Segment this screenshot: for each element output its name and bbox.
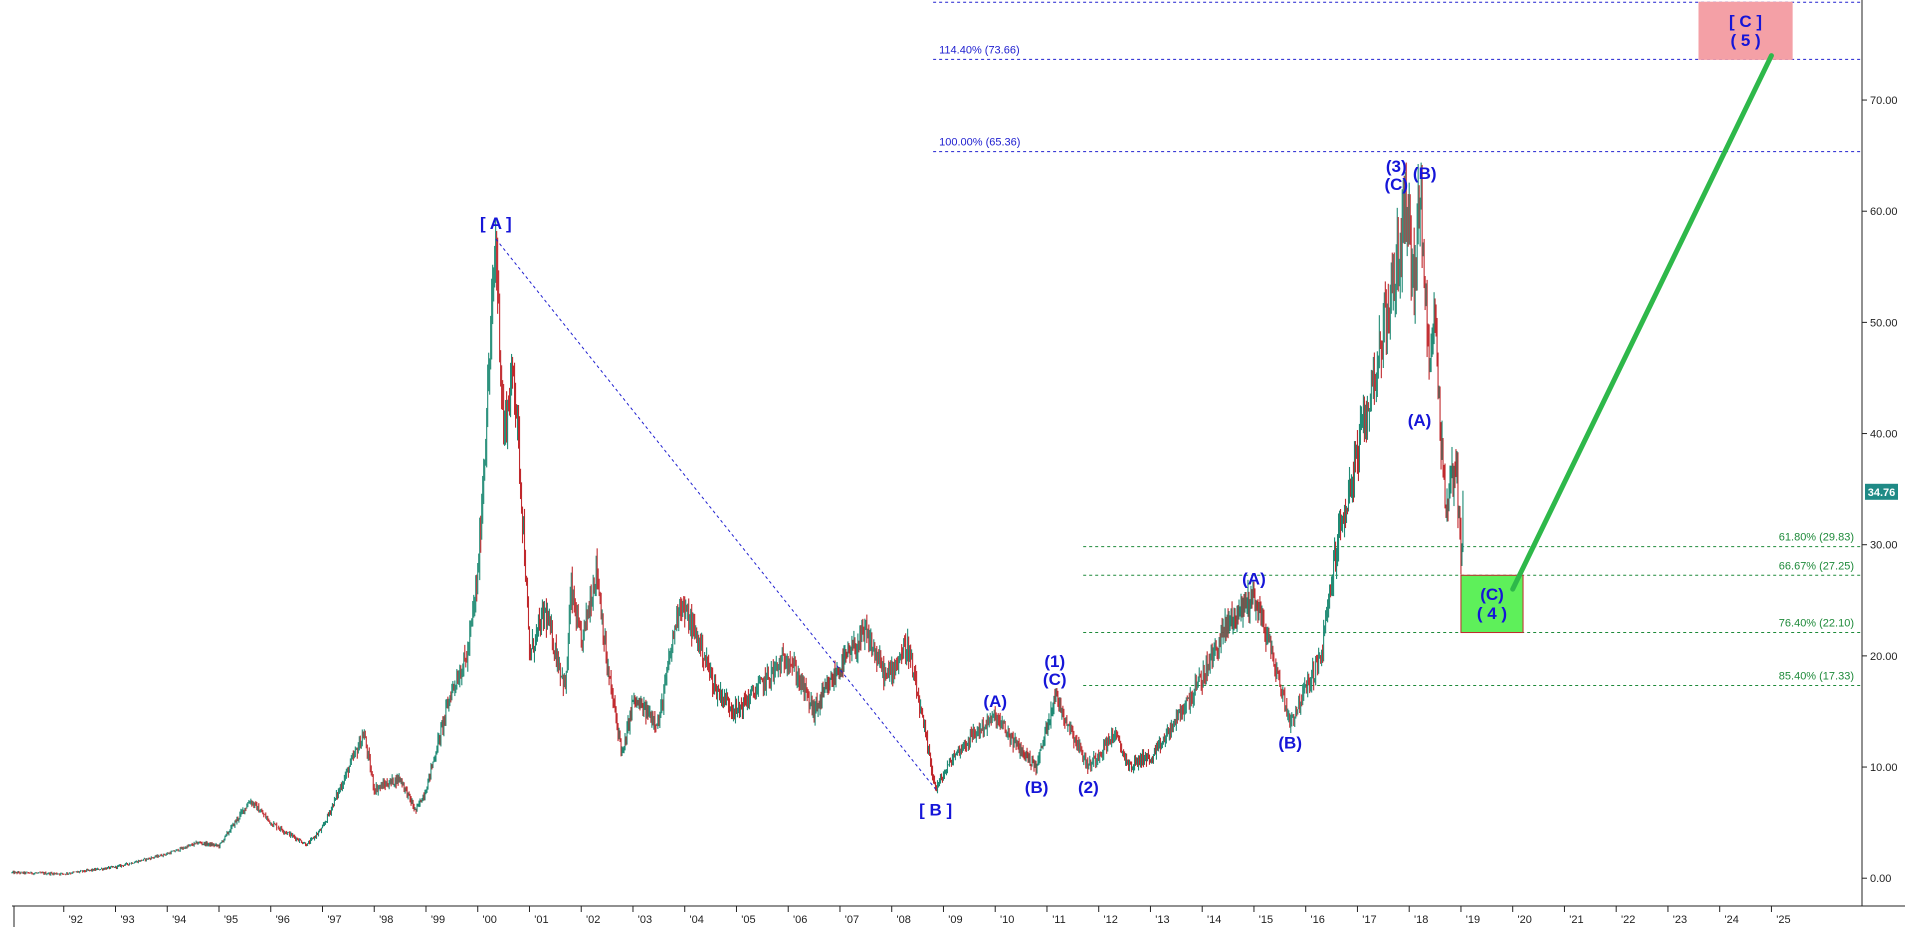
x-tick-label: '05 bbox=[741, 914, 755, 926]
wave-label: (1) bbox=[1044, 652, 1065, 671]
wave-label: (A) bbox=[983, 692, 1007, 711]
y-tick-label: 60.00 bbox=[1870, 206, 1898, 218]
x-tick-label: '21 bbox=[1569, 914, 1583, 926]
x-tick-label: '97 bbox=[327, 914, 341, 926]
fib-level-label: 76.40% (22.10) bbox=[1779, 618, 1854, 630]
x-tick-label: '02 bbox=[586, 914, 600, 926]
x-tick-label: '07 bbox=[845, 914, 859, 926]
target-box-label-top: [ C ] bbox=[1729, 12, 1762, 31]
x-tick-label: '20 bbox=[1518, 914, 1532, 926]
x-tick-label: '11 bbox=[1052, 914, 1066, 926]
x-tick-label: '15 bbox=[1259, 914, 1273, 926]
x-tick-label: '13 bbox=[1155, 914, 1169, 926]
x-tick-label: '23 bbox=[1673, 914, 1687, 926]
y-tick-label: 10.00 bbox=[1870, 762, 1898, 774]
target-box-label-bottom: ( 5 ) bbox=[1730, 31, 1760, 50]
wave-label: (B) bbox=[1413, 164, 1437, 183]
fib-level-label: 66.67% (27.25) bbox=[1779, 560, 1854, 572]
wave-label: (C) bbox=[1384, 175, 1408, 194]
last-price-badge bbox=[1865, 483, 1898, 500]
x-tick-label: '00 bbox=[483, 914, 497, 926]
x-tick-label: '06 bbox=[793, 914, 807, 926]
x-tick-label: '14 bbox=[1207, 914, 1221, 926]
wave-label: (C) bbox=[1043, 670, 1067, 689]
fib-level-label: 61.80% (29.83) bbox=[1779, 532, 1854, 544]
wave-label: [ A ] bbox=[480, 214, 512, 233]
wave-label: [ B ] bbox=[919, 800, 952, 819]
x-tick-label: '19 bbox=[1466, 914, 1480, 926]
x-tick-label: '22 bbox=[1621, 914, 1635, 926]
x-tick-label: '01 bbox=[534, 914, 548, 926]
wave-label: (A) bbox=[1408, 411, 1432, 430]
x-tick-label: '03 bbox=[638, 914, 652, 926]
y-tick-label: 20.00 bbox=[1870, 651, 1898, 663]
x-tick-label: '17 bbox=[1362, 914, 1376, 926]
projection-line bbox=[1510, 53, 1774, 592]
y-tick-label: 30.00 bbox=[1870, 540, 1898, 552]
x-tick-label: '04 bbox=[690, 914, 704, 926]
y-tick-label: 0.00 bbox=[1870, 873, 1891, 885]
x-tick-label: '93 bbox=[120, 914, 134, 926]
support-box-label-top: (C) bbox=[1480, 585, 1504, 604]
x-tick-label: '08 bbox=[897, 914, 911, 926]
ab-connector-line bbox=[495, 238, 937, 790]
x-tick-label: '96 bbox=[276, 914, 290, 926]
fib-level-label: 85.40% (17.33) bbox=[1779, 671, 1854, 683]
y-tick-label: 70.00 bbox=[1870, 95, 1898, 107]
x-tick-label: '09 bbox=[948, 914, 962, 926]
x-tick-label: '10 bbox=[1000, 914, 1014, 926]
x-tick-label: '99 bbox=[431, 914, 445, 926]
wave-label: (B) bbox=[1278, 734, 1302, 753]
x-tick-label: '94 bbox=[172, 914, 186, 926]
x-tick-label: '95 bbox=[224, 914, 238, 926]
fib-level-label: 100.00% (65.36) bbox=[939, 137, 1020, 149]
x-tick-label: '92 bbox=[69, 914, 83, 926]
wave-label: (B) bbox=[1025, 778, 1049, 797]
x-tick-label: '12 bbox=[1104, 914, 1118, 926]
target-box bbox=[1698, 1, 1793, 60]
y-tick-label: 50.00 bbox=[1870, 317, 1898, 329]
wave-label: (A) bbox=[1242, 570, 1266, 589]
y-tick-label: 40.00 bbox=[1870, 429, 1898, 441]
support-box-label-bottom: ( 4 ) bbox=[1477, 604, 1507, 623]
x-tick-label: '25 bbox=[1776, 914, 1790, 926]
wave-label: (2) bbox=[1078, 778, 1099, 797]
last-price-label: 34.76 bbox=[1868, 487, 1896, 499]
fib-level-label: 114.40% (73.66) bbox=[939, 44, 1020, 56]
wave-label: (3) bbox=[1386, 157, 1407, 176]
x-tick-label: '98 bbox=[379, 914, 393, 926]
x-tick-label: '24 bbox=[1725, 914, 1739, 926]
x-tick-label: '18 bbox=[1414, 914, 1428, 926]
x-tick-label: '16 bbox=[1311, 914, 1325, 926]
